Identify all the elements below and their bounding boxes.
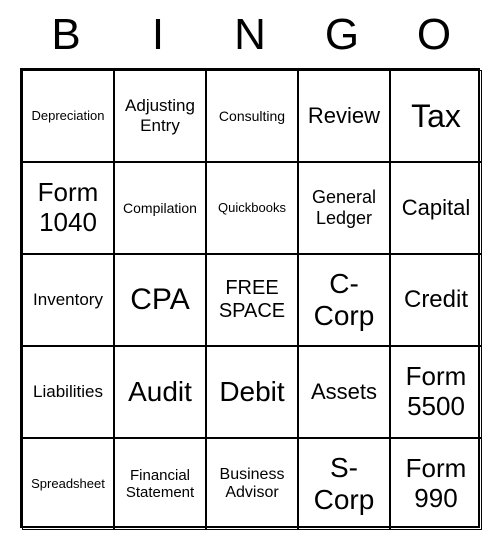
header-letter-o: O	[388, 10, 480, 60]
bingo-cell[interactable]: Depreciation	[22, 70, 114, 162]
bingo-cell[interactable]: Credit	[390, 254, 482, 346]
bingo-grid: Depreciation Adjusting Entry Consulting …	[20, 68, 480, 528]
bingo-cell[interactable]: Consulting	[206, 70, 298, 162]
bingo-cell[interactable]: Assets	[298, 346, 390, 438]
bingo-cell[interactable]: C-Corp	[298, 254, 390, 346]
bingo-cell[interactable]: Business Advisor	[206, 438, 298, 530]
bingo-cell[interactable]: Adjusting Entry	[114, 70, 206, 162]
bingo-cell[interactable]: Tax	[390, 70, 482, 162]
header-letter-i: I	[112, 10, 204, 60]
bingo-cell[interactable]: Form 1040	[22, 162, 114, 254]
header-letter-g: G	[296, 10, 388, 60]
bingo-cell[interactable]: Form 990	[390, 438, 482, 530]
bingo-cell[interactable]: Quickbooks	[206, 162, 298, 254]
bingo-cell[interactable]: Compilation	[114, 162, 206, 254]
bingo-cell[interactable]: Form 5500	[390, 346, 482, 438]
bingo-cell[interactable]: CPA	[114, 254, 206, 346]
bingo-header: B I N G O	[20, 10, 480, 60]
bingo-cell[interactable]: General Ledger	[298, 162, 390, 254]
bingo-cell[interactable]: Financial Statement	[114, 438, 206, 530]
header-letter-b: B	[20, 10, 112, 60]
bingo-cell[interactable]: Audit	[114, 346, 206, 438]
bingo-cell[interactable]: FREE SPACE	[206, 254, 298, 346]
bingo-cell[interactable]: Review	[298, 70, 390, 162]
bingo-cell[interactable]: Liabilities	[22, 346, 114, 438]
bingo-cell[interactable]: Inventory	[22, 254, 114, 346]
bingo-cell[interactable]: Capital	[390, 162, 482, 254]
header-letter-n: N	[204, 10, 296, 60]
bingo-cell[interactable]: Spreadsheet	[22, 438, 114, 530]
bingo-cell[interactable]: S-Corp	[298, 438, 390, 530]
bingo-cell[interactable]: Debit	[206, 346, 298, 438]
